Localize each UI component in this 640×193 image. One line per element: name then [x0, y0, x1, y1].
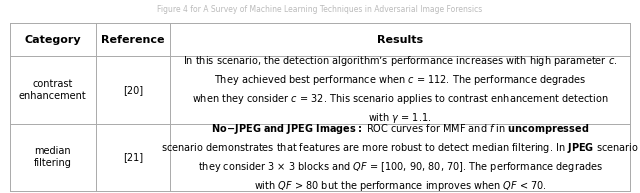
Text: Category: Category: [24, 35, 81, 45]
Text: contrast
enhancement: contrast enhancement: [19, 79, 86, 101]
Text: Results: Results: [377, 35, 423, 45]
Text: [20]: [20]: [123, 85, 143, 95]
Text: Figure 4 for A Survey of Machine Learning Techniques in Adversarial Image Forens: Figure 4 for A Survey of Machine Learnin…: [157, 5, 483, 14]
Text: In this scenario, the detection algorithm’s performance increases with high para: In this scenario, the detection algorith…: [183, 54, 617, 125]
Text: $\bf{No\!-\!JPEG\ and\ JPEG\ Images:}$ ROC curves for MMF and $f$ in $\bf{uncomp: $\bf{No\!-\!JPEG\ and\ JPEG\ Images:}$ R…: [161, 122, 639, 193]
Text: [21]: [21]: [123, 152, 143, 162]
Text: median
filtering: median filtering: [34, 146, 72, 168]
Text: Reference: Reference: [101, 35, 164, 45]
